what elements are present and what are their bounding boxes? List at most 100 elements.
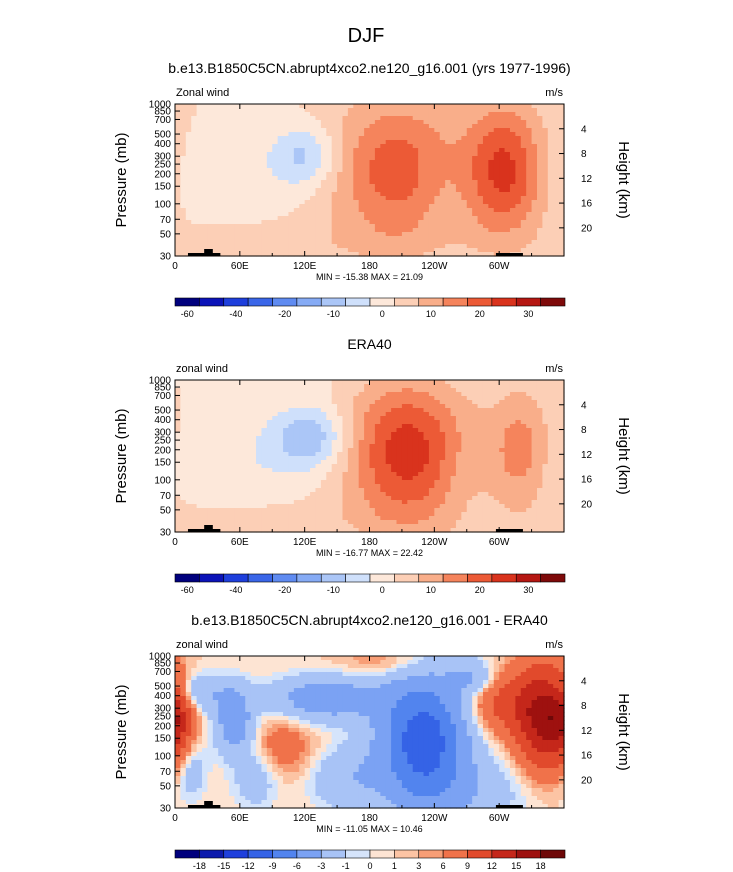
- contour-cell: [542, 232, 549, 237]
- contour-cell: [261, 196, 268, 201]
- contour-cell: [536, 132, 543, 137]
- contour-cell: [315, 380, 322, 385]
- contour-cell: [218, 232, 225, 237]
- contour-cell: [466, 160, 473, 165]
- contour-cell: [223, 180, 230, 185]
- contour-cell: [423, 496, 430, 501]
- contour-cell: [212, 448, 219, 453]
- contour-cell: [261, 380, 268, 385]
- contour-cell: [272, 232, 279, 237]
- contour-cell: [434, 408, 441, 413]
- contour-cell: [293, 232, 300, 237]
- contour-cell: [364, 404, 371, 409]
- contour-cell: [250, 252, 257, 257]
- contour-cell: [418, 484, 425, 489]
- contour-cell: [380, 444, 387, 449]
- contour-cell: [245, 400, 252, 405]
- contour-cell: [482, 116, 489, 121]
- contour-cell: [234, 420, 241, 425]
- contour-cell: [385, 252, 392, 257]
- contour-cell: [428, 216, 435, 221]
- contour-cell: [466, 248, 473, 253]
- contour-cell: [245, 412, 252, 417]
- contour-cell: [212, 132, 219, 137]
- contour-cell: [185, 152, 192, 157]
- contour-cell: [439, 392, 446, 397]
- contour-cell: [358, 124, 365, 129]
- contour-cell: [272, 148, 279, 153]
- contour-cell: [477, 460, 484, 465]
- contour-cell: [331, 232, 338, 237]
- contour-cell: [423, 128, 430, 133]
- contour-cell: [310, 208, 317, 213]
- contour-cell: [531, 464, 538, 469]
- contour-cell: [536, 248, 543, 253]
- contour-cell: [364, 192, 371, 197]
- contour-cell: [218, 168, 225, 173]
- contour-cell: [223, 124, 230, 129]
- contour-cell: [331, 460, 338, 465]
- contour-cell: [407, 476, 414, 481]
- contour-cell: [261, 252, 268, 257]
- contour-cell: [531, 460, 538, 465]
- contour-cell: [245, 460, 252, 465]
- contour-cell: [185, 132, 192, 137]
- contour-cell: [520, 164, 527, 169]
- contour-cell: [391, 416, 398, 421]
- contour-cell: [418, 468, 425, 473]
- contour-cell: [299, 244, 306, 249]
- contour-cell: [450, 108, 457, 113]
- contour-cell: [250, 140, 257, 145]
- contour-cell: [342, 140, 349, 145]
- contour-cell: [331, 228, 338, 233]
- contour-cell: [558, 180, 565, 185]
- contour-cell: [288, 136, 295, 141]
- contour-cell: [531, 216, 538, 221]
- contour-cell: [412, 388, 419, 393]
- contour-cell: [293, 428, 300, 433]
- contour-cell: [418, 164, 425, 169]
- contour-cell: [358, 108, 365, 113]
- colorbar-box: [515, 297, 541, 307]
- contour-cell: [412, 488, 419, 493]
- contour-cell: [466, 436, 473, 441]
- contour-cell: [320, 228, 327, 233]
- contour-cell: [277, 136, 284, 141]
- contour-cell: [320, 156, 327, 161]
- contour-cell: [531, 400, 538, 405]
- contour-cell: [391, 476, 398, 481]
- contour-cell: [520, 220, 527, 225]
- contour-cell: [283, 396, 290, 401]
- contour-cell: [342, 392, 349, 397]
- contour-cell: [202, 460, 209, 465]
- contour-cell: [434, 232, 441, 237]
- contour-cell: [207, 496, 214, 501]
- contour-cell: [385, 420, 392, 425]
- contour-cell: [547, 448, 554, 453]
- contour-cell: [185, 196, 192, 201]
- contour-cell: [401, 432, 408, 437]
- contour-cell: [353, 108, 360, 113]
- contour-cell: [385, 244, 392, 249]
- contour-cell: [396, 160, 403, 165]
- contour-cell: [185, 240, 192, 245]
- contour-cell: [283, 172, 290, 177]
- contour-cell: [347, 104, 354, 109]
- contour-cell: [482, 128, 489, 133]
- contour-cell: [553, 444, 560, 449]
- contour-cell: [261, 388, 268, 393]
- contour-cell: [461, 160, 468, 165]
- contour-cell: [445, 412, 452, 417]
- colorbar-box: [174, 297, 200, 307]
- contour-cell: [466, 432, 473, 437]
- contour-cell: [261, 180, 268, 185]
- contour-cell: [385, 428, 392, 433]
- contour-cell: [239, 448, 246, 453]
- contour-cell: [428, 176, 435, 181]
- contour-cell: [347, 416, 354, 421]
- contour-cell: [536, 232, 543, 237]
- contour-cell: [439, 224, 446, 229]
- contour-cell: [418, 456, 425, 461]
- contour-cell: [526, 212, 533, 217]
- contour-cell: [482, 484, 489, 489]
